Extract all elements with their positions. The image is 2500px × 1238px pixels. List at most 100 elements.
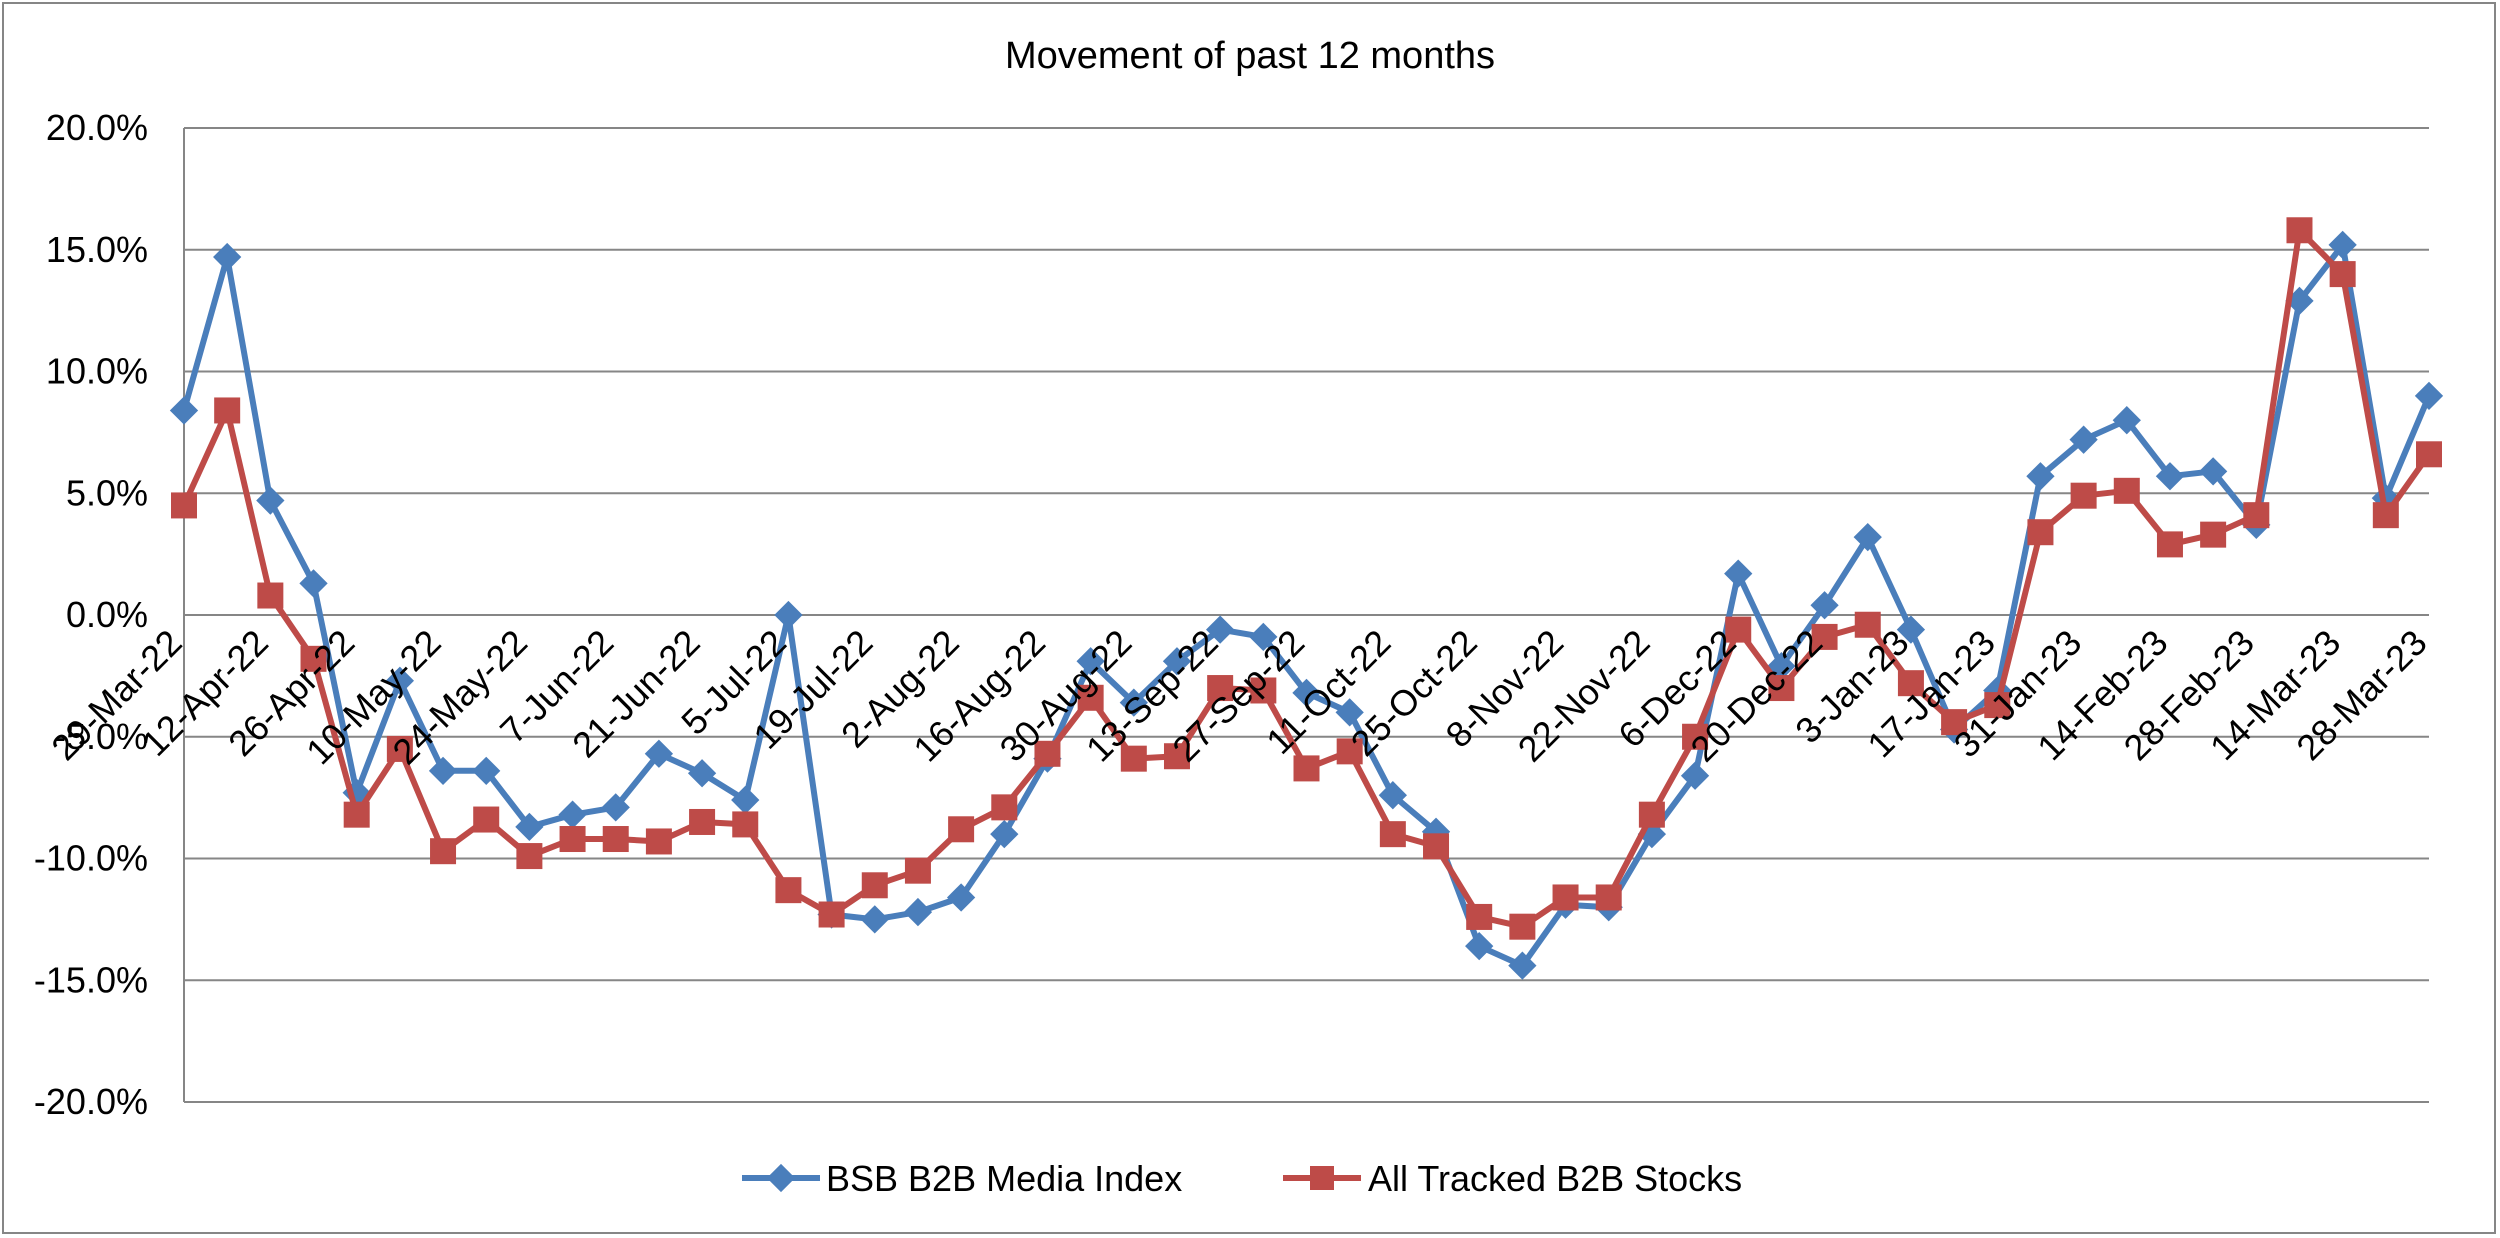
data-point-square — [1811, 623, 1838, 650]
data-point-diamond — [1896, 615, 1926, 644]
data-point-diamond — [1508, 951, 1537, 980]
data-point-square — [1595, 884, 1622, 911]
legend-item-all-tracked: All Tracked B2B Stocks — [1283, 1158, 1742, 1199]
y-tick-label: 0.0% — [66, 594, 148, 635]
series-bsb-b2b-media-index — [169, 230, 2444, 980]
data-point-square — [1854, 611, 1881, 638]
data-point-diamond — [1767, 651, 1796, 681]
series-layer — [169, 217, 2444, 980]
data-point-diamond — [558, 800, 587, 829]
data-point-diamond — [1119, 688, 1148, 717]
data-point-square — [2070, 482, 2097, 509]
data-point-diamond — [2155, 462, 2185, 491]
gridlines — [184, 127, 2429, 1103]
data-point-square — [818, 901, 845, 928]
data-point-diamond — [946, 883, 976, 912]
legend: BSB B2B Media Index All Tracked B2B Stoc… — [742, 1158, 1742, 1199]
data-point-diamond — [1810, 591, 1839, 620]
data-point-diamond — [2112, 406, 2141, 435]
data-point-square — [214, 397, 241, 424]
legend-item-bsb-index: BSB B2B Media Index — [742, 1158, 1182, 1199]
data-point-diamond — [1206, 615, 1235, 644]
legend-label-bsb-index: BSB B2B Media Index — [826, 1158, 1182, 1199]
data-point-diamond — [1378, 781, 1407, 810]
data-point-diamond — [385, 666, 415, 695]
data-point-square — [1509, 913, 1536, 940]
data-point-diamond — [1724, 559, 1753, 588]
data-point-diamond — [2069, 425, 2098, 454]
data-point-diamond — [1680, 761, 1710, 790]
data-point-diamond — [299, 569, 328, 598]
data-point-square — [1682, 723, 1709, 750]
data-point-diamond — [1853, 522, 1882, 552]
data-point-square — [2286, 217, 2313, 244]
data-point-square — [602, 826, 629, 853]
y-tick-label: -5.0% — [54, 716, 148, 757]
data-point-square — [343, 801, 370, 828]
data-point-diamond — [2328, 230, 2357, 260]
axes — [183, 128, 2429, 1102]
data-point-square — [516, 843, 543, 870]
y-tick-label: 10.0% — [46, 351, 148, 392]
data-point-diamond — [256, 486, 285, 515]
data-point-square — [2329, 261, 2356, 288]
y-tick-label: -10.0% — [34, 838, 148, 879]
data-point-square — [2200, 521, 2227, 548]
y-tick-label: -15.0% — [34, 959, 148, 1000]
data-point-diamond — [169, 396, 199, 425]
data-point-square — [2156, 531, 2183, 558]
data-point-square — [1034, 740, 1061, 767]
data-point-square — [2113, 477, 2140, 504]
data-point-square — [904, 857, 931, 884]
data-point-square — [645, 828, 672, 855]
legend-marker-diamond — [766, 1163, 796, 1193]
data-point-square — [2372, 502, 2399, 529]
data-point-diamond — [213, 242, 242, 272]
data-point-diamond — [860, 905, 889, 934]
data-point-diamond — [774, 600, 803, 630]
data-point-square — [1984, 692, 2011, 719]
data-point-diamond — [1076, 647, 1105, 676]
data-point-square — [257, 582, 284, 609]
y-tick-label: 20.0% — [46, 107, 148, 148]
data-point-square — [300, 645, 327, 672]
data-point-square — [1293, 755, 1320, 782]
data-point-square — [1552, 884, 1579, 911]
data-point-square — [1207, 675, 1234, 702]
data-point-square — [2243, 502, 2270, 529]
data-point-diamond — [472, 756, 501, 785]
series-all-tracked-b2b-stocks — [171, 217, 2442, 940]
data-point-square — [1941, 709, 1968, 736]
data-point-square — [1163, 743, 1190, 770]
data-point-square — [1897, 670, 1924, 697]
data-point-diamond — [1335, 698, 1364, 727]
data-point-square — [689, 808, 716, 835]
data-point-diamond — [1249, 622, 1278, 652]
data-point-square — [386, 735, 413, 762]
y-tick-label: 5.0% — [66, 472, 148, 513]
data-point-diamond — [1292, 678, 1321, 708]
legend-marker-square — [1310, 1166, 1334, 1190]
data-point-square — [1725, 616, 1752, 643]
data-point-square — [1250, 677, 1277, 704]
y-tick-label: 15.0% — [46, 229, 148, 270]
data-point-square — [1077, 684, 1104, 711]
data-point-square — [473, 806, 500, 833]
data-point-square — [559, 826, 586, 853]
legend-label-all-tracked: All Tracked B2B Stocks — [1368, 1158, 1742, 1199]
data-point-diamond — [2414, 381, 2444, 410]
data-point-square — [2416, 441, 2442, 468]
y-axis-tick-labels: -20.0% -15.0% -10.0% -5.0% 0.0% 5.0% 10.0% 15.0… — [34, 107, 148, 1122]
data-point-square — [1120, 745, 1147, 772]
data-point-square — [171, 492, 197, 519]
data-point-square — [1638, 801, 1665, 828]
data-point-square — [732, 811, 759, 838]
data-point-diamond — [990, 820, 1019, 849]
data-point-square — [861, 872, 888, 899]
data-point-square — [2027, 519, 2054, 546]
data-point-square — [1466, 903, 1493, 930]
data-point-square — [948, 816, 975, 843]
data-point-square — [775, 877, 802, 904]
data-point-diamond — [1465, 932, 1494, 961]
